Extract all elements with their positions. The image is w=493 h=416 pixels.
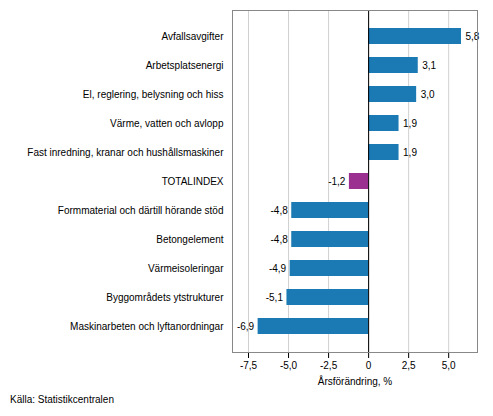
svg-text:5,8: 5,8 xyxy=(465,30,480,42)
svg-text:-2,5: -2,5 xyxy=(320,360,338,371)
svg-text:Fast inredning, kranar och hus: Fast inredning, kranar och hushållsmaski… xyxy=(27,147,224,158)
svg-text:-4,9: -4,9 xyxy=(269,263,287,274)
svg-text:Betongelement: Betongelement xyxy=(156,234,223,245)
svg-text:Årsförändring, %: Årsförändring, % xyxy=(318,375,393,387)
svg-text:1,9: 1,9 xyxy=(403,147,417,158)
svg-text:-5,1: -5,1 xyxy=(266,292,284,303)
svg-text:-7,5: -7,5 xyxy=(240,360,258,371)
html-text:Källa: Statistikcentralen: Källa: Statistikcentralen xyxy=(10,394,114,405)
svg-text:3,1: 3,1 xyxy=(422,60,436,71)
svg-text:3,0: 3,0 xyxy=(421,89,435,100)
svg-text:Värme, vatten och avlopp: Värme, vatten och avlopp xyxy=(110,118,224,129)
svg-text:-4,8: -4,8 xyxy=(271,205,289,216)
svg-text:-4,8: -4,8 xyxy=(271,234,289,245)
svg-text:El, reglering, belysning och h: El, reglering, belysning och hiss xyxy=(83,89,224,100)
svg-text:TOTALINDEX: TOTALINDEX xyxy=(162,176,224,187)
svg-text:0: 0 xyxy=(366,360,372,371)
svg-text:-5,0: -5,0 xyxy=(280,360,298,371)
svg-text:Byggområdets ytstrukturer: Byggområdets ytstrukturer xyxy=(106,292,224,303)
svg-text:Värmeisoleringar: Värmeisoleringar xyxy=(148,263,224,274)
svg-text:Avfallsavgifter: Avfallsavgifter xyxy=(161,31,224,42)
svg-text:-1,2: -1,2 xyxy=(328,176,346,187)
svg-text:Maskinarbeten och lyftanordnin: Maskinarbeten och lyftanordningar xyxy=(70,321,224,332)
svg-text:2,5: 2,5 xyxy=(402,360,416,371)
svg-text:5,0: 5,0 xyxy=(442,360,456,371)
svg-text:1,9: 1,9 xyxy=(403,118,417,129)
svg-text:-6,9: -6,9 xyxy=(237,321,255,332)
svg-text:Arbetsplatsenergi: Arbetsplatsenergi xyxy=(146,60,224,71)
svg-text:Formmaterial och därtill höran: Formmaterial och därtill hörande stöd xyxy=(58,205,224,216)
